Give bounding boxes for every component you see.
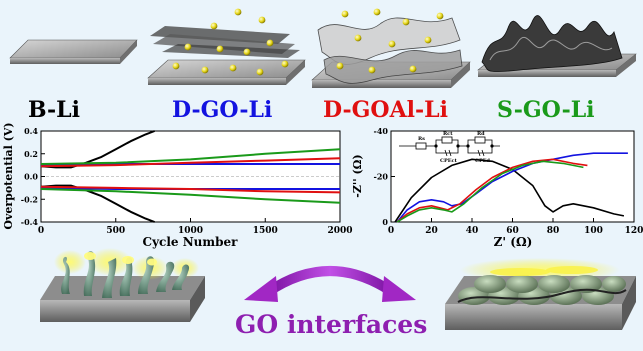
overpotential-y-tick-label: 0.4 [24,126,38,136]
schematic-d-go-li [147,8,306,85]
overpotential-y-axis-label: Overpotential (V) [2,122,15,229]
overpotential-x-tick-label: 0 [38,226,44,236]
nyquist-tick-group: 0 20 40 60 80 100 120 -40 -20 0 [374,126,643,236]
nyquist-x-tick-label: 80 [547,226,560,236]
overpotential-chart: 0 500 1000 1500 2000 0.4 0.2 0.0 -0.2 -0.4 Cycle … [2,122,353,249]
equivalent-circuit-inset: Rs Rct CPEct Rd CPEd [399,131,500,164]
circuit-label-rs: Rs [418,136,425,142]
nyquist-x-tick-label: 100 [584,226,603,236]
nyquist-y-tick-label: -40 [374,126,389,136]
nyquist-series-line-0 [394,158,625,223]
overpotential-x-tick-label: 2000 [327,226,352,236]
overpotential-series-line-1 [40,184,155,223]
nyquist-chart: 0 20 40 60 80 100 120 -40 -20 0 Z' (Ω) -Z'' (Ω) R… [351,126,643,249]
nyquist-x-tick-label: 120 [625,226,643,236]
nyquist-x-tick-label: 20 [425,226,438,236]
overpotential-series-line-7 [40,188,341,204]
schematic-b-li [9,39,138,64]
double-arrow [244,266,416,302]
nyquist-series-line-2 [396,158,588,223]
model-label-b-li: B-Li [28,97,80,123]
overpotential-series-line-5 [40,185,341,194]
overpotential-plot-frame [40,130,341,223]
overpotential-series-line-0 [40,130,155,169]
circuit-label-rd: Rd [477,131,485,137]
circuit-label-cped: CPEd [475,158,491,164]
nyquist-series-line-3 [396,160,584,223]
nyquist-x-tick-label: 0 [388,226,394,236]
model-label-s-go-li: S-GO-Li [497,97,595,123]
overpotential-series-group [40,130,341,223]
overpotential-x-tick-label: 1500 [253,226,278,236]
model-label-d-goal-li: D-GOAl-Li [323,97,448,123]
nyquist-y-tick-label: -20 [374,172,389,182]
go-interfaces-caption: GO interfaces [235,310,428,339]
nyquist-series-line-1 [396,152,628,223]
model-label-d-go-li: D-GO-Li [172,97,273,123]
nyquist-series-group [394,152,628,223]
dendrite-growth-illustration [40,248,205,322]
overpotential-x-tick-label: 500 [106,226,125,236]
overpotential-x-axis-label: Cycle Number [143,235,239,249]
overpotential-y-tick-label: -0.2 [21,194,38,204]
overpotential-y-tick-label: 0.2 [24,149,38,159]
go-interface-illustration [445,258,636,330]
nyquist-y-axis-label: -Z'' (Ω) [351,154,364,197]
overpotential-series-line-4 [40,157,341,168]
nyquist-x-tick-label: 60 [506,226,519,236]
nyquist-x-tick-label: 40 [466,226,479,236]
nyquist-x-axis-label: Z' (Ω) [494,235,533,249]
overpotential-tick-group: 0 500 1000 1500 2000 0.4 0.2 0.0 -0.2 -0.4 [21,126,353,236]
overpotential-y-tick-label: -0.4 [21,217,39,227]
circuit-label-cpect: CPEct [440,158,458,164]
schematic-d-goal-li [311,8,471,88]
overpotential-x-tick-label: 1000 [178,226,203,236]
circuit-label-rct: Rct [443,131,453,137]
overpotential-series-line-6 [40,148,341,165]
nyquist-y-tick-label: 0 [382,217,388,227]
overpotential-y-tick-label: 0.0 [24,172,38,182]
schematic-s-go-li [477,15,637,77]
overpotential-series-line-2 [40,163,340,167]
